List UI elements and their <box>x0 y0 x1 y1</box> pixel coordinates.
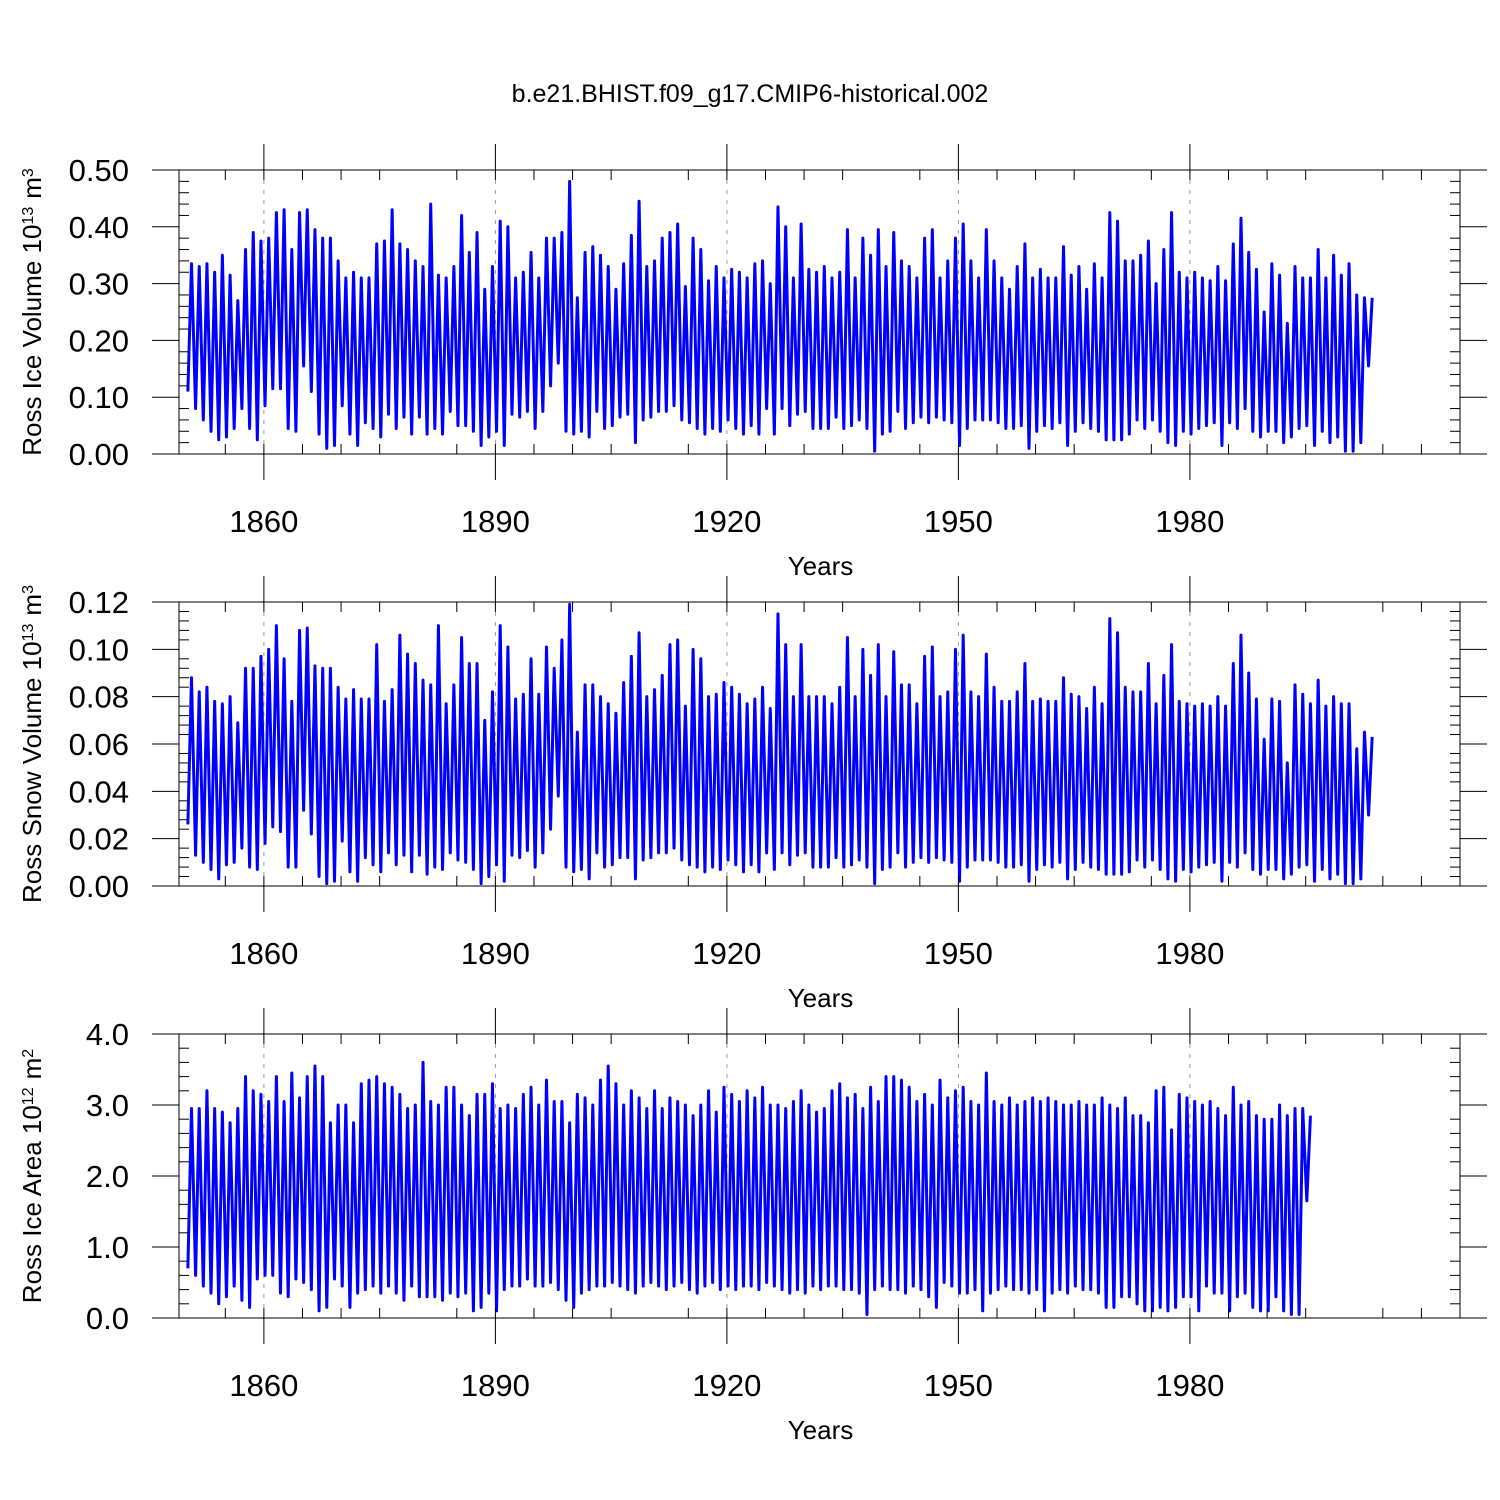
y-axis-title: Ross Ice Area 1012 m2 <box>17 1049 47 1303</box>
x-axis-title: Years <box>788 1415 854 1445</box>
x-axis-title: Years <box>788 983 854 1013</box>
x-tick-label: 1980 <box>1155 504 1224 539</box>
panel-ross-snow-volume: 0.00 0.02 0.04 0.06 0.08 0.10 0.12 1860 1890 1920… <box>17 576 1487 1013</box>
y-tick-label: 0.0 <box>86 1301 129 1336</box>
y-tick-label: 0.08 <box>69 680 129 715</box>
y-axis-title-text: Ross Ice Area 10 <box>17 1105 47 1303</box>
y-axis-title-exponent: 13 <box>20 623 37 641</box>
y-axis-title-unit-exponent: 3 <box>20 585 37 594</box>
y-tick-label: 4.0 <box>86 1017 129 1052</box>
series-line-ross-ice-volume <box>186 179 1374 453</box>
y-axis-title-text: Ross Snow Volume 10 <box>17 641 47 903</box>
y-tick-label: 0.06 <box>69 727 129 762</box>
y-axis-title-exponent: 13 <box>20 207 37 225</box>
figure-title: b.e21.BHIST.f09_g17.CMIP6-historical.002 <box>511 80 989 108</box>
y-tick-label: 0.10 <box>69 632 129 667</box>
x-tick-label: 1890 <box>461 936 530 971</box>
y-tick-label: 0.00 <box>69 437 129 472</box>
y-tick-label: 0.30 <box>69 267 129 302</box>
x-tick-label: 1860 <box>229 1368 298 1403</box>
y-axis-title-unit-exponent: 2 <box>20 1049 37 1058</box>
x-tick-label: 1950 <box>924 1368 993 1403</box>
x-tick-label: 1980 <box>1155 1368 1224 1403</box>
y-tick-label: 0.50 <box>69 153 129 188</box>
y-tick-label: 0.00 <box>69 869 129 904</box>
y-tick-label: 2.0 <box>86 1159 129 1194</box>
x-tick-label: 1950 <box>924 936 993 971</box>
y-axis-title-unit: m <box>17 1058 47 1080</box>
x-tick-label: 1890 <box>461 504 530 539</box>
y-tick-label: 0.02 <box>69 822 129 857</box>
y-axis-title: Ross Snow Volume 1013 m3 <box>17 585 47 903</box>
y-axis-title-text: Ross Ice Volume 10 <box>17 225 47 456</box>
y-tick-label: 1.0 <box>86 1230 129 1265</box>
x-tick-label: 1920 <box>692 1368 761 1403</box>
plot-frame <box>178 169 1461 455</box>
x-tick-label: 1860 <box>229 504 298 539</box>
y-axis-title-exponent: 12 <box>20 1087 37 1105</box>
y-tick-label: 0.04 <box>69 774 129 809</box>
series-line-ross-ice-area <box>186 1060 1312 1316</box>
x-tick-label: 1920 <box>692 504 761 539</box>
x-axis-title: Years <box>788 551 854 581</box>
y-tick-label: 0.40 <box>69 210 129 245</box>
y-tick-label: 0.12 <box>69 585 129 620</box>
y-axis-title-unit: m <box>17 594 47 616</box>
y-axis-title-unit-exponent: 3 <box>20 168 37 177</box>
x-tick-label: 1890 <box>461 1368 530 1403</box>
x-tick-label: 1950 <box>924 504 993 539</box>
y-tick-label: 0.10 <box>69 380 129 415</box>
x-tick-label: 1980 <box>1155 936 1224 971</box>
panel-ross-ice-volume: 0.00 0.10 0.20 0.30 0.40 0.50 1860 1890 1920 1950… <box>17 144 1487 581</box>
y-tick-label: 3.0 <box>86 1088 129 1123</box>
panel-ross-ice-area: 0.0 1.0 2.0 3.0 4.0 1860 1890 1920 1950 1980 Years… <box>17 1008 1487 1445</box>
y-tick-label: 0.20 <box>69 323 129 358</box>
x-tick-label: 1920 <box>692 936 761 971</box>
x-tick-label: 1860 <box>229 936 298 971</box>
y-axis-title: Ross Ice Volume 1013 m3 <box>17 168 47 456</box>
y-axis-title-unit: m <box>17 177 47 199</box>
series-line-ross-snow-volume <box>186 602 1374 886</box>
